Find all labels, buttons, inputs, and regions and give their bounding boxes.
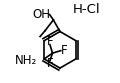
Text: H-Cl: H-Cl <box>73 3 100 16</box>
Text: OH: OH <box>33 8 51 21</box>
Text: F: F <box>47 35 53 48</box>
Text: F: F <box>47 57 53 70</box>
Text: F: F <box>61 44 67 57</box>
Text: NH₂: NH₂ <box>15 54 37 67</box>
